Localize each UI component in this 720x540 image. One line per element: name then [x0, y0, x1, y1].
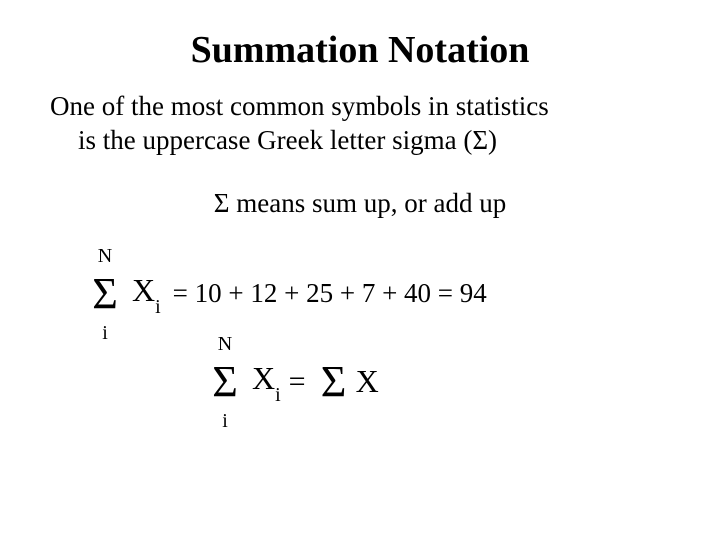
- variable-xi-1: Xi: [132, 272, 161, 314]
- slide: Summation Notation One of the most commo…: [0, 0, 720, 437]
- variable-xi-2: Xi: [252, 360, 281, 402]
- equals-sign: =: [289, 365, 306, 399]
- var-sub-2: i: [275, 384, 281, 406]
- equation-1: N Σ i Xi = 10 + 12 + 25 + 7 + 40 = 94: [80, 259, 670, 329]
- equation-block: N Σ i Xi = 10 + 12 + 25 + 7 + 40 = 94 N …: [80, 259, 670, 417]
- slide-title: Summation Notation: [50, 28, 670, 72]
- sigma-group-2: N Σ i: [200, 347, 250, 417]
- intro-line-2: is the uppercase Greek letter sigma (Σ): [50, 124, 670, 158]
- intro-paragraph: One of the most common symbols in statis…: [50, 90, 670, 158]
- var-x-2: X: [252, 360, 275, 396]
- sigma-symbol-1: Σ: [92, 269, 118, 318]
- equation-1-rhs: = 10 + 12 + 25 + 7 + 40 = 94: [173, 278, 487, 309]
- var-x-3: X: [356, 363, 379, 400]
- sigma-lower-2: i: [200, 410, 250, 433]
- sigma-symbol-3: Σ: [321, 357, 347, 406]
- var-x-1: X: [132, 272, 155, 308]
- sigma-group-1: N Σ i: [80, 259, 130, 329]
- var-sub-1: i: [155, 296, 161, 318]
- sigma-upper-2: N: [200, 333, 250, 356]
- sigma-symbol-2: Σ: [212, 357, 238, 406]
- sigma-group-3: Σ: [314, 357, 354, 407]
- equation-2: N Σ i Xi = Σ X: [200, 347, 670, 417]
- sigma-lower-1: i: [80, 322, 130, 345]
- intro-line-1: One of the most common symbols in statis…: [50, 91, 549, 121]
- sigma-upper-1: N: [80, 245, 130, 268]
- definition-line: Σ means sum up, or add up: [50, 188, 670, 219]
